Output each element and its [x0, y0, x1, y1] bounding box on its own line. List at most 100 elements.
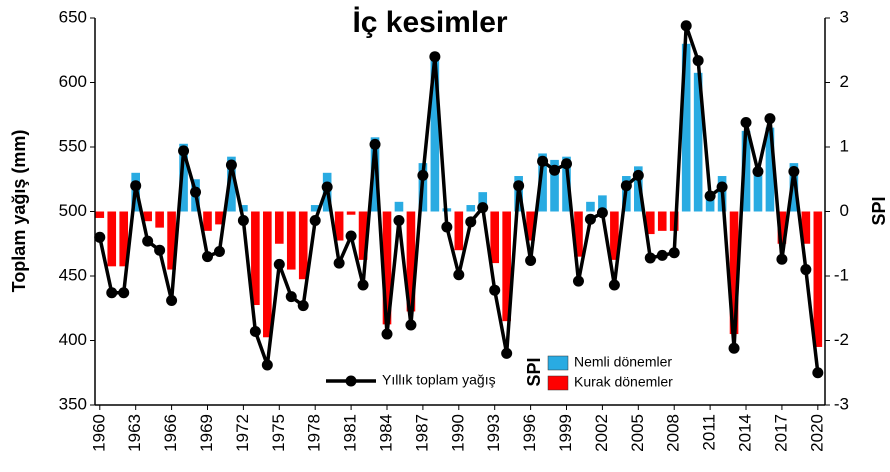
legend-marker [345, 375, 357, 387]
line-point [142, 235, 154, 247]
line-point [501, 347, 513, 359]
line-point [405, 319, 417, 331]
line-point [668, 247, 680, 259]
line-point [225, 159, 237, 171]
bar [370, 137, 380, 212]
y-tick-label: 600 [59, 72, 87, 91]
y2-tick-label: -1 [834, 265, 849, 284]
line-point [201, 251, 213, 263]
line-point [381, 328, 393, 340]
bar [502, 211, 511, 322]
line-point [130, 180, 142, 192]
bar [179, 143, 188, 212]
bar [286, 211, 296, 270]
bar [705, 192, 715, 212]
bar [215, 211, 224, 225]
bar [765, 127, 775, 212]
line-point [273, 258, 285, 270]
line-point [525, 255, 537, 267]
y2-tick-label: -3 [834, 394, 849, 413]
bar [263, 211, 272, 338]
line-point [477, 202, 489, 214]
x-tick-label: 2008 [664, 414, 683, 452]
line-point [309, 215, 321, 227]
bar [239, 205, 248, 212]
bar [358, 211, 368, 260]
legend-label: Yıllık toplam yağış [382, 372, 496, 388]
line-point [656, 249, 668, 261]
bar [586, 201, 595, 212]
bar [406, 211, 416, 312]
line-point [620, 180, 632, 192]
y2-tick-label: -2 [834, 330, 849, 349]
bar [227, 156, 236, 212]
line-point [357, 279, 369, 291]
bar [729, 211, 739, 335]
line-point [393, 215, 405, 227]
x-tick-label: 2005 [628, 414, 647, 452]
x-tick-label: 2020 [807, 414, 826, 452]
bar [119, 211, 129, 267]
y2-tick-label: 1 [840, 136, 849, 155]
line-point [549, 164, 561, 176]
line-point [261, 359, 273, 371]
bar [382, 211, 392, 325]
line-point [190, 186, 202, 198]
bar [478, 192, 488, 212]
legend-title: SPI [524, 357, 544, 386]
bar [454, 211, 464, 251]
legend-label: Kurak dönemler [574, 374, 673, 390]
line-point [166, 295, 178, 307]
bar [657, 211, 667, 231]
bar [251, 211, 260, 306]
bar [95, 211, 105, 218]
x-tick-label: 1999 [556, 414, 575, 452]
bar [526, 211, 535, 241]
bar [143, 211, 152, 222]
y-tick-label: 550 [59, 136, 87, 155]
x-tick-label: 2014 [736, 414, 755, 452]
line-point [513, 180, 525, 192]
bar [789, 163, 799, 212]
x-tick-label: 1966 [161, 414, 180, 452]
bar [598, 195, 607, 212]
line-point [644, 252, 656, 264]
line-point [465, 216, 477, 228]
bar [310, 205, 320, 212]
legend-swatch [547, 375, 569, 391]
chart-title: İç kesimler [352, 6, 507, 39]
line-point [321, 181, 333, 193]
line-point [776, 253, 788, 265]
bar [107, 211, 117, 267]
line-point [94, 231, 106, 243]
line-point [800, 264, 812, 276]
x-tick-label: 2017 [771, 414, 790, 452]
y2-tick-label: 2 [840, 72, 849, 91]
y-tick-label: 400 [59, 330, 87, 349]
line-point [345, 230, 357, 242]
line-point [584, 213, 596, 225]
bar [346, 211, 356, 215]
x-tick-label: 1981 [341, 414, 360, 452]
line-point [812, 367, 824, 379]
bar [801, 211, 811, 244]
line-point [453, 269, 465, 281]
x-tick-label: 1963 [125, 414, 144, 452]
line-point [788, 166, 800, 178]
line-point [572, 275, 584, 287]
bar [538, 153, 547, 212]
line-point [752, 166, 764, 178]
line-point [154, 244, 166, 256]
line-point [429, 51, 441, 63]
line-point [704, 190, 716, 202]
y-tick-label: 650 [59, 7, 87, 26]
x-tick-label: 1996 [520, 414, 539, 452]
line-point [596, 207, 608, 219]
line-point [297, 300, 309, 312]
y-tick-label: 500 [59, 201, 87, 220]
bar [490, 211, 500, 264]
line-point [680, 20, 692, 32]
y2-axis-label: SPI [869, 196, 889, 225]
bar [394, 201, 404, 212]
bar [466, 205, 476, 212]
